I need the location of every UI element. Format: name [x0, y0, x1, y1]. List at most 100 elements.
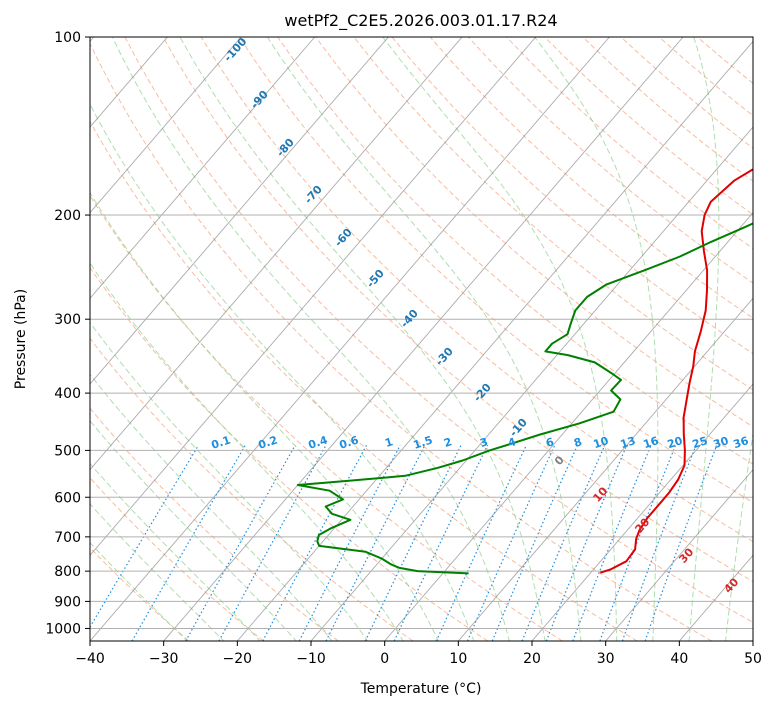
x-axis-label: Temperature (°C)	[360, 681, 482, 697]
isotherm	[384, 212, 753, 641]
mixing-ratio-line	[185, 444, 296, 641]
moist-adiabat-label: -70	[302, 183, 325, 207]
mixing-ratio-label: 0.4	[307, 433, 330, 451]
mixing-ratio-line	[491, 444, 579, 641]
x-tick-label: −40	[75, 651, 105, 667]
mixing-ratio-line	[218, 444, 327, 641]
mixing-ratio-label: 10	[592, 434, 611, 451]
dry-adiabat	[429, 37, 753, 319]
y-axis: 100 200 300 400 500 600 700 800 900 1000	[45, 30, 90, 637]
mixing-ratio-label: 0.2	[257, 433, 280, 451]
x-tick-label: 30	[597, 651, 615, 667]
moist-adiabat	[90, 321, 369, 641]
mixing-ratio-line	[435, 444, 527, 641]
isotherm	[310, 126, 753, 641]
plot-frame	[89, 36, 754, 642]
moist-adiabat	[90, 191, 440, 641]
dry-adiabat	[353, 37, 753, 391]
mixing-ratio-label: 30	[712, 434, 731, 451]
dry-adiabat	[90, 194, 563, 641]
mixing-ratio-label: 36	[732, 434, 751, 451]
dry-adiabat	[238, 37, 753, 504]
mixing-ratio-label: 16	[642, 434, 661, 451]
y-tick-label: 300	[54, 312, 81, 328]
x-axis: −40 −30 −20 −10 0 10 20 30 40 50	[75, 641, 762, 667]
dry-adiabat	[90, 477, 264, 641]
isotherm	[90, 37, 389, 385]
x-tick-label: −30	[149, 651, 179, 667]
dry-adiabat	[90, 42, 712, 641]
moist-adiabat-label: 0	[552, 453, 567, 468]
mixing-ratio-line	[364, 444, 462, 641]
y-tick-label: 600	[54, 490, 81, 506]
moist-adiabat	[688, 37, 720, 641]
y-tick-label: 900	[54, 594, 81, 610]
isotherm	[90, 37, 316, 300]
moist-adiabat	[90, 262, 404, 641]
mixing-ratio-line	[572, 444, 652, 641]
x-tick-label: −20	[223, 651, 253, 667]
moist-adiabat	[90, 103, 475, 641]
mixing-ratio-line	[644, 444, 718, 641]
dry-adiabat	[391, 37, 753, 355]
isotherm	[531, 383, 753, 641]
dry-adiabat	[90, 120, 638, 641]
mixing-ratio-label: 1.5	[412, 433, 435, 451]
mixing-ratio-line	[466, 444, 556, 641]
moist-adiabat-label: -80	[274, 136, 297, 160]
mixing-ratio-line	[599, 444, 677, 641]
y-tick-label: 700	[54, 530, 81, 546]
mixing-ratio-line	[298, 444, 401, 641]
dewpoint-profile	[296, 222, 753, 575]
x-tick-label: 50	[744, 651, 762, 667]
moist-adiabat-label: 40	[721, 575, 741, 595]
dry-adiabat	[124, 37, 753, 623]
mixing-ratio-line	[90, 444, 200, 629]
y-tick-label: 400	[54, 386, 81, 402]
moist-adiabat	[111, 37, 510, 641]
mixing-ratio-label: 3	[478, 435, 489, 450]
moist-adiabat-label: -50	[364, 267, 387, 291]
x-tick-label: 10	[449, 651, 467, 667]
isotherm	[163, 37, 684, 641]
mixing-ratio-line	[621, 444, 697, 641]
mixing-ratio-label: 6	[544, 435, 556, 450]
moist-adiabat	[90, 503, 225, 641]
isotherm	[236, 40, 753, 641]
moist-adiabat	[534, 37, 659, 641]
isotherm	[90, 37, 610, 641]
temperature-profile	[599, 168, 753, 574]
moist-adiabat-label: -20	[471, 381, 494, 405]
y-tick-label: 100	[54, 30, 81, 46]
dry-adiabat	[90, 407, 339, 641]
mixing-ratio-label: 0.1	[210, 433, 233, 451]
moist-adiabat	[725, 430, 753, 641]
y-axis-label: Pressure (hPa)	[13, 289, 29, 389]
moist-adiabat	[90, 541, 189, 641]
grid-lines	[90, 37, 753, 641]
isotherm	[457, 297, 753, 641]
chart-title: wetPf2_C2E5.2026.003.01.17.R24	[284, 11, 557, 31]
mixing-ratio-label: 8	[572, 435, 583, 450]
dry-adiabat	[90, 266, 488, 641]
y-tick-label: 500	[54, 443, 81, 459]
background-lines	[90, 37, 753, 641]
x-tick-label: −10	[296, 651, 326, 667]
isotherm	[90, 37, 463, 471]
x-tick-label: 0	[380, 651, 389, 667]
moist-adiabat	[382, 37, 618, 641]
x-tick-label: 20	[523, 651, 541, 667]
mixing-ratio-label: 13	[619, 434, 638, 451]
dry-adiabat	[277, 37, 753, 465]
moist-adiabat-label: 10	[590, 484, 610, 504]
moist-adiabat-label: -30	[433, 345, 456, 369]
y-tick-label: 800	[54, 564, 81, 580]
dry-adiabat	[467, 37, 753, 284]
moist-adiabat	[90, 420, 297, 641]
dry-adiabat	[506, 37, 753, 250]
mixing-ratio-line	[545, 444, 628, 641]
moist-adiabat-label: -60	[332, 226, 355, 250]
mixing-ratio-label: 2	[442, 435, 453, 450]
y-tick-label: 1000	[45, 621, 81, 637]
